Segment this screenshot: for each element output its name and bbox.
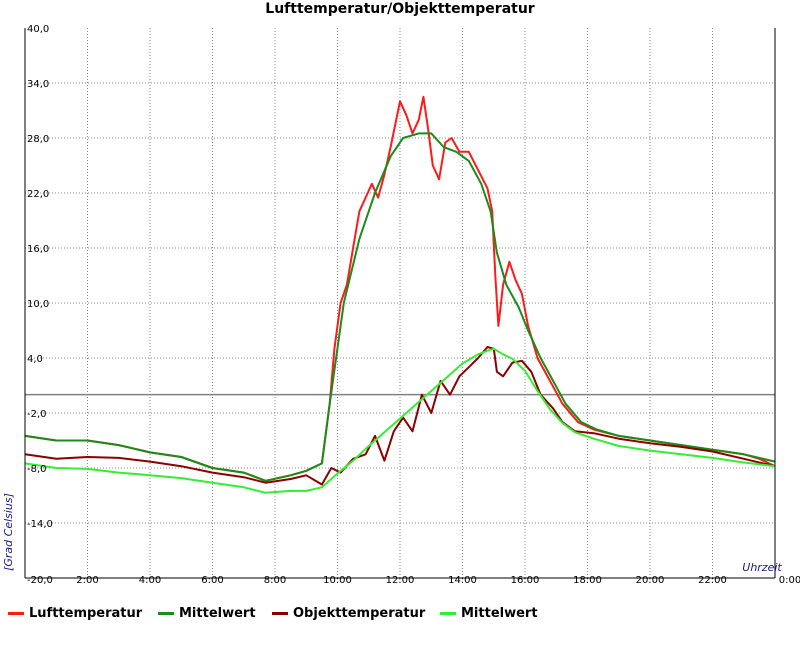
series-line-3 [24, 347, 776, 494]
y-tick-labels: -20,0 -14,0 -8,0 -2,0 4,0 10,0 16,0 22,0 28,0 34,… [27, 24, 53, 586]
series-line-1 [24, 132, 776, 482]
x-tick-label: 2:00 [76, 575, 98, 586]
x-tick-label: 8:00 [264, 575, 286, 586]
y-tick-label: 16,0 [27, 244, 49, 255]
y-tick-label: -20,0 [27, 575, 53, 586]
grid [25, 28, 775, 578]
series-layer [24, 95, 776, 494]
y-tick-label: 22,0 [27, 189, 49, 200]
legend-swatch [440, 612, 456, 615]
legend-item-lufttemperatur: Lufttemperatur [8, 606, 142, 621]
legend-label: Objekttemperatur [293, 606, 426, 621]
x-tick-label: 16:00 [511, 575, 540, 586]
chart-title: Lufttemperatur/Objekttemperatur [265, 1, 535, 17]
y-tick-label: 40,0 [27, 24, 49, 35]
x-tick-label: 14:00 [448, 575, 477, 586]
y-tick-label: -2,0 [27, 409, 47, 420]
legend-swatch [8, 612, 24, 615]
legend-item-mittelwert-objekt: Mittelwert [440, 606, 538, 621]
legend-swatch [272, 612, 288, 615]
y-tick-label: 4,0 [27, 354, 43, 365]
y-axis-label: [Grad Celsius] [2, 493, 15, 571]
x-tick-label: 10:00 [323, 575, 352, 586]
x-tick-labels: 2:00 4:00 6:00 8:00 10:00 12:00 14:00 16:00 18:0… [76, 575, 800, 586]
y-tick-label: -14,0 [27, 519, 53, 530]
x-axis-label: Uhrzeit [742, 561, 782, 574]
y-tick-label: 34,0 [27, 79, 49, 90]
x-tick-label: 6:00 [201, 575, 223, 586]
legend-label: Lufttemperatur [29, 606, 143, 621]
x-tick-label: 20:00 [636, 575, 665, 586]
plot-frame [24, 28, 776, 579]
y-tick-label: -8,0 [27, 464, 47, 475]
legend-swatch [158, 612, 174, 615]
x-tick-label: 22:00 [698, 575, 727, 586]
x-tick-label: 12:00 [386, 575, 415, 586]
chart-canvas: Lufttemperatur/Objekttemperatur -20,0 -14… [2, 1, 800, 586]
x-tick-label: 4:00 [139, 575, 161, 586]
legend-item-mittelwert-luft: Mittelwert [158, 606, 256, 621]
y-tick-label: 10,0 [27, 299, 49, 310]
legend-label: Mittelwert [461, 606, 538, 621]
y-tick-label: 28,0 [27, 134, 49, 145]
x-tick-label: 0:00 [779, 575, 800, 586]
legend-label: Mittelwert [179, 606, 256, 621]
legend: Lufttemperatur Mittelwert Objekttemperat… [0, 606, 800, 628]
x-tick-label: 18:00 [573, 575, 602, 586]
legend-item-objekttemperatur: Objekttemperatur [272, 606, 425, 621]
